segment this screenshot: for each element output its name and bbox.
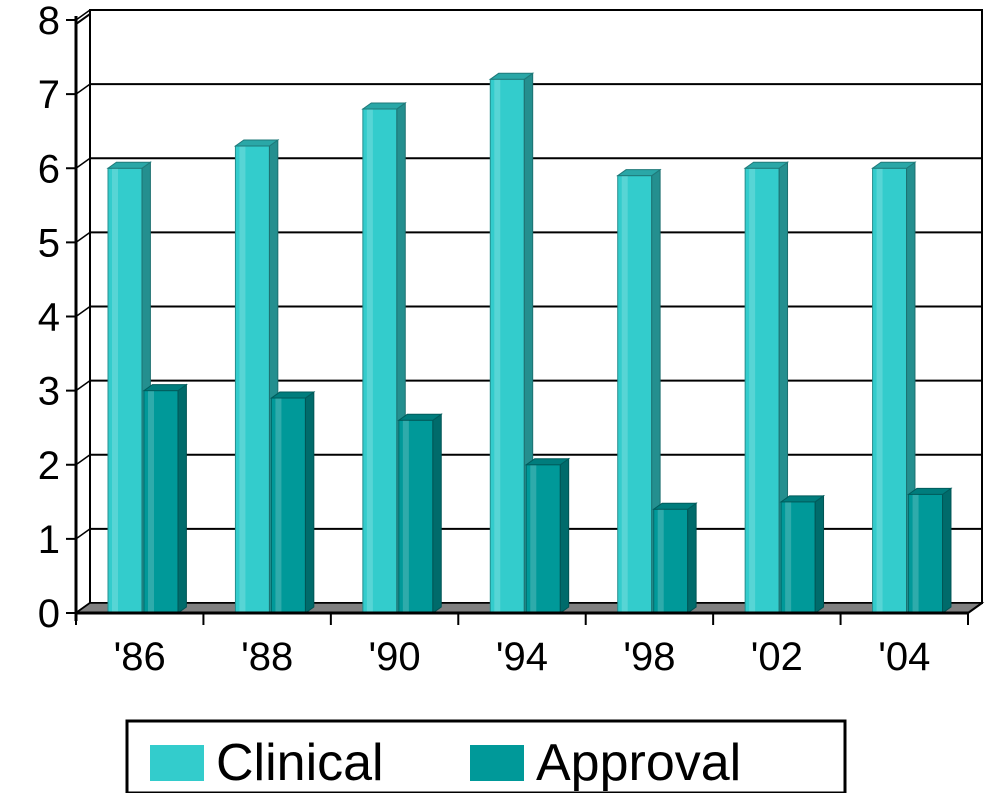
y-axis-ticks: 0 1 2 3 4 5 6 7 8 (38, 0, 76, 636)
x-tick-label-1: '88 (241, 635, 293, 679)
y-tick-label-8: 8 (38, 0, 60, 43)
y-tick-label-3: 3 (38, 370, 60, 414)
gridline-depth (75, 9, 91, 21)
y-tick-label-2: 2 (38, 444, 60, 488)
gridline-depth (75, 157, 91, 169)
bar-clinical-4 (616, 168, 662, 614)
bar-approval-3 (524, 457, 571, 614)
x-tick-label-2: '90 (369, 635, 421, 679)
y-tick-label-5: 5 (38, 221, 60, 265)
gridline-depth (75, 454, 91, 466)
axes (74, 16, 983, 621)
gridline-depth (75, 231, 91, 243)
x-tick-label-0: '86 (114, 635, 166, 679)
legend-swatch-approval (470, 745, 524, 781)
x-axis-ticks: '86 '88 '90 '94 '98 '02 '04 (75, 613, 969, 679)
gridline-depth (75, 380, 91, 392)
floor-edge (967, 602, 983, 614)
y-tick-label-1: 1 (38, 518, 60, 562)
legend: Clinical Approval (125, 719, 847, 793)
y-tick-label-4: 4 (38, 296, 60, 340)
bar-approval-4 (652, 502, 698, 614)
bars (106, 72, 953, 614)
x-tick-label-6: '04 (878, 635, 930, 679)
bar-approval-2 (397, 413, 443, 614)
x-tick-label-4: '98 (623, 635, 675, 679)
bar-approval-5 (779, 494, 826, 614)
bar-approval-0 (142, 383, 188, 614)
y-tick-label-6: 6 (38, 147, 60, 191)
bar-clinical-6 (871, 161, 917, 614)
legend-label-approval: Approval (536, 734, 741, 792)
x-tick-label-3: '94 (496, 635, 548, 679)
x-tick-label-5: '02 (751, 635, 803, 679)
gridline-depth (75, 528, 91, 540)
legend-label-clinical: Clinical (216, 734, 384, 792)
legend-swatch-clinical (150, 745, 204, 781)
bar-approval-6 (907, 487, 953, 614)
gridline-depth (75, 83, 91, 95)
gridline-depth (75, 305, 91, 318)
y-tick-label-0: 0 (38, 592, 60, 636)
left-wall (75, 12, 91, 615)
bar-approval-1 (269, 391, 316, 614)
y-tick-label-7: 7 (38, 73, 60, 117)
